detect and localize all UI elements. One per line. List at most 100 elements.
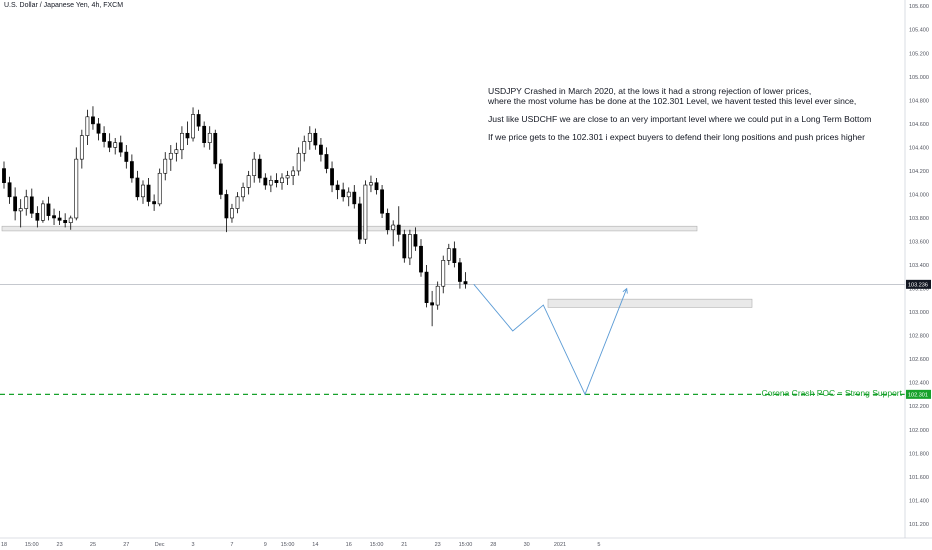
candle bbox=[235, 192, 240, 214]
candle bbox=[185, 121, 190, 146]
candle bbox=[202, 121, 207, 148]
candle bbox=[435, 281, 440, 310]
candle-body bbox=[302, 141, 307, 154]
candle-body bbox=[79, 135, 84, 160]
candle-body bbox=[413, 234, 418, 247]
candle bbox=[363, 180, 368, 244]
candle-body bbox=[363, 184, 368, 240]
candle-body bbox=[2, 168, 6, 183]
candle bbox=[118, 135, 123, 157]
lines-layer bbox=[0, 283, 905, 395]
price-tick-label: 104.200 bbox=[909, 169, 929, 175]
candle bbox=[274, 173, 279, 188]
candle bbox=[174, 142, 179, 162]
candle-body bbox=[185, 132, 190, 139]
price-tick-label: 102.600 bbox=[909, 357, 929, 363]
price-tick-label: 105.000 bbox=[909, 75, 929, 81]
candle bbox=[13, 187, 18, 221]
candle-body bbox=[230, 208, 234, 219]
candle bbox=[369, 175, 373, 193]
candle bbox=[313, 128, 318, 150]
time-tick-label: Dec bbox=[155, 542, 165, 548]
candle bbox=[463, 272, 468, 289]
candle-body bbox=[207, 132, 212, 143]
time-tick-label: 23 bbox=[435, 542, 441, 548]
poc-support-label: Corona Crash POC = Strong Support bbox=[761, 388, 902, 398]
candle-body bbox=[124, 151, 129, 162]
time-tick-label: 18 bbox=[1, 542, 7, 548]
candle bbox=[96, 117, 101, 141]
price-tick-label: 103.400 bbox=[909, 263, 929, 269]
candle bbox=[374, 177, 379, 195]
candle bbox=[79, 129, 84, 169]
candle-body bbox=[424, 271, 429, 303]
candle bbox=[324, 147, 329, 174]
candle bbox=[196, 109, 201, 131]
candle-body bbox=[152, 201, 157, 205]
candle bbox=[380, 185, 384, 218]
candle bbox=[446, 243, 451, 266]
candle-body bbox=[357, 203, 362, 240]
candle-body bbox=[68, 217, 73, 223]
time-tick-label: 27 bbox=[123, 542, 129, 548]
candle-body bbox=[196, 114, 201, 127]
time-axis: 18 15:00 23 25 27 Dec 3 7 9 15:00 14 16 15:00 21 23 15:… bbox=[0, 537, 932, 548]
candle bbox=[441, 255, 446, 294]
candle-body bbox=[402, 234, 407, 259]
candle-body bbox=[107, 141, 112, 148]
candle bbox=[141, 180, 145, 204]
candle-body bbox=[218, 163, 223, 195]
candle-body bbox=[63, 220, 68, 223]
candle bbox=[419, 239, 423, 277]
candle-body bbox=[168, 152, 173, 160]
candle-body bbox=[96, 123, 101, 134]
candle bbox=[152, 194, 157, 211]
annotation-line-3: Just like USDCHF we are close to an very… bbox=[488, 114, 872, 124]
candle bbox=[280, 173, 284, 190]
price-tick-label: 105.600 bbox=[909, 4, 929, 10]
candle bbox=[129, 154, 134, 183]
candle-body bbox=[241, 187, 245, 198]
time-tick-label: 14 bbox=[312, 542, 318, 548]
time-tick-label: 15:00 bbox=[25, 542, 39, 548]
annotation-line-2: where the most volume has be done at the… bbox=[488, 96, 857, 106]
candle bbox=[402, 229, 407, 263]
candle-body bbox=[202, 125, 207, 143]
time-tick-label: 2021 bbox=[554, 542, 566, 548]
candle bbox=[168, 145, 173, 171]
candle bbox=[146, 177, 151, 207]
candle-body bbox=[374, 182, 379, 191]
candle-body bbox=[330, 168, 334, 186]
candle-body bbox=[324, 154, 329, 169]
price-tick-label: 103.600 bbox=[909, 240, 929, 246]
candle bbox=[2, 161, 6, 189]
candle-body bbox=[452, 248, 457, 263]
time-tick-label: 16 bbox=[346, 542, 352, 548]
candle-body bbox=[430, 302, 435, 306]
candle bbox=[330, 161, 334, 193]
candle-body bbox=[85, 116, 90, 136]
candle-body bbox=[257, 158, 262, 179]
price-tick-label: 104.800 bbox=[909, 98, 929, 104]
price-tick-label: 102.200 bbox=[909, 404, 929, 410]
price-axis: 105.600 105.400 105.200 105.000 104.800 104.6… bbox=[904, 0, 931, 538]
candle-body bbox=[391, 224, 396, 231]
candle bbox=[124, 145, 129, 169]
time-tick-label: 9 bbox=[264, 542, 267, 548]
price-tick-label: 101.800 bbox=[909, 451, 929, 457]
candle bbox=[113, 137, 118, 155]
candle bbox=[224, 189, 229, 233]
candle bbox=[7, 176, 12, 204]
candle bbox=[458, 257, 462, 289]
candle bbox=[18, 199, 23, 228]
price-tick-label: 102.400 bbox=[909, 381, 929, 387]
candle bbox=[352, 185, 357, 209]
poc-price-tag-bg bbox=[906, 389, 931, 399]
candle bbox=[35, 206, 40, 228]
candle bbox=[302, 135, 307, 162]
candle bbox=[319, 137, 323, 162]
candle-body bbox=[57, 217, 62, 221]
projection-arrowhead bbox=[622, 287, 628, 294]
candle-body bbox=[118, 142, 123, 153]
candle-body bbox=[313, 132, 318, 146]
